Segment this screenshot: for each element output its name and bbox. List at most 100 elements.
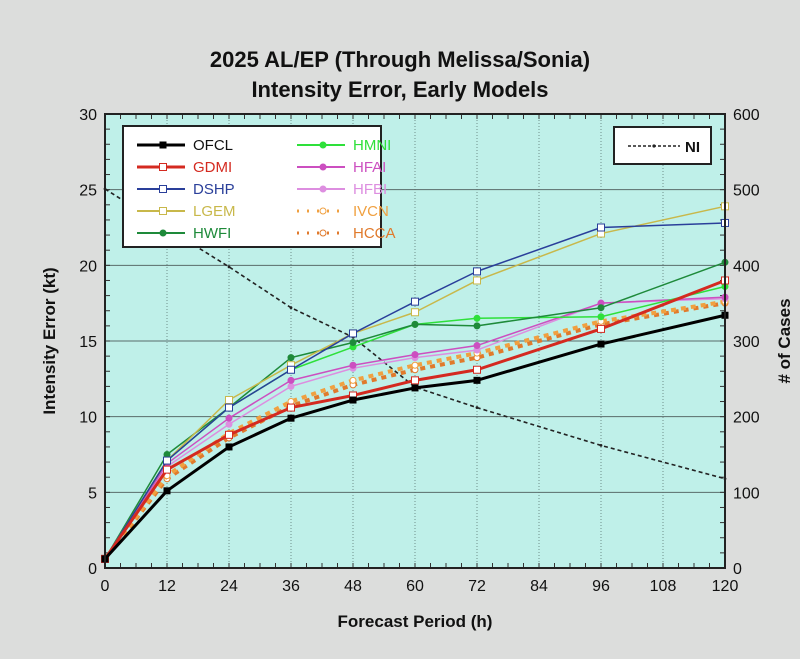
data-point-hmni [597, 313, 605, 321]
legend-item-lgem: LGEM [137, 203, 236, 220]
legend-marker-dshp [159, 185, 167, 193]
legend-label-ivcn: IVCN [353, 203, 389, 220]
y-tick-label: 25 [79, 183, 97, 200]
legend-marker-gdmi [159, 163, 167, 171]
x-tick-labels: 0 12 24 36 48 60 72 84 96 108 120 [101, 578, 739, 595]
legend-label-ni: NI [685, 139, 700, 156]
legend-label-hcca: HCCA [353, 225, 396, 242]
legend-marker-hcca [319, 229, 327, 237]
chart-subtitle: Intensity Error, Early Models [251, 77, 548, 102]
legend-item-ivcn: IVCN [297, 203, 389, 220]
data-point-hfbi [225, 420, 233, 428]
data-point-gdmi [597, 324, 605, 333]
legend-marker-ni [652, 144, 656, 148]
legend-label-gdmi: GDMI [193, 159, 232, 176]
y-tick-label: 5 [88, 485, 97, 502]
data-point-hwfi [473, 322, 481, 330]
legend-marker-hfbi [319, 185, 327, 193]
data-point-ni [599, 444, 603, 447]
legend-item-hfai: HFAI [297, 159, 386, 176]
legend-item-hwfi: HWFI [137, 225, 231, 242]
data-point-gdmi [473, 365, 481, 374]
legend-marker-hfai [319, 163, 327, 171]
data-point-ni [227, 265, 231, 269]
data-point-hfai [225, 414, 233, 422]
series-hwfi [101, 258, 729, 563]
legend-cases: NI [613, 126, 712, 165]
legend-item-dshp: DSHP [137, 181, 235, 198]
data-point-ofcl [473, 376, 481, 384]
data-point-lgem [411, 308, 419, 317]
legend-marker-lgem [159, 207, 167, 215]
data-point-gdmi [225, 430, 233, 439]
y2-tick-label: 300 [733, 334, 760, 351]
chart-title: 2025 AL/EP (Through Melissa/Sonia) [210, 47, 590, 72]
data-point-ofcl [349, 396, 357, 404]
legend-item-hcca: HCCA [297, 225, 396, 242]
legend-label-hwfi: HWFI [193, 225, 231, 242]
data-point-hwfi [163, 451, 171, 458]
data-point-ivcn [411, 361, 419, 369]
data-point-hwfi [411, 320, 419, 328]
legend-label-ofcl: OFCL [193, 137, 233, 154]
y-tick-label: 0 [88, 561, 97, 578]
data-point-ni [475, 406, 479, 409]
data-point-ofcl [225, 443, 233, 451]
legend-item-gdmi: GDMI [137, 159, 232, 176]
y-tick-labels: 0 5 10 15 20 25 30 [79, 107, 97, 578]
data-point-dshp [287, 365, 295, 374]
x-tick-label: 120 [712, 578, 739, 595]
data-point-dshp [163, 456, 171, 465]
legend-label-hfai: HFAI [353, 159, 386, 176]
x-tick-label: 0 [101, 578, 110, 595]
legend-label-hfbi: HFBI [353, 181, 387, 198]
legend-marker-ivcn [319, 207, 327, 215]
legend-marker-hwfi [159, 229, 167, 237]
y2-axis-label: # of Cases [775, 298, 794, 383]
y-tick-label: 10 [79, 410, 97, 427]
data-point-lgem [473, 276, 481, 285]
x-tick-label: 12 [158, 578, 176, 595]
plot-frame [104, 113, 726, 569]
data-point-hfai [349, 361, 357, 369]
data-point-dshp [473, 267, 481, 276]
y2-tick-label: 600 [733, 107, 760, 124]
data-point-hwfi [287, 354, 295, 362]
x-tick-label: 48 [344, 578, 362, 595]
y2-tick-label: 500 [733, 183, 760, 200]
data-point-hfbi [287, 382, 295, 390]
y2-tick-label: 400 [733, 258, 760, 275]
data-point-ofcl [411, 384, 419, 392]
y-axis-label: Intensity Error (kt) [40, 267, 59, 414]
data-point-ofcl [287, 414, 295, 422]
y-tick-label: 30 [79, 107, 97, 124]
data-point-dshp [411, 297, 419, 306]
data-point-hwfi [597, 304, 605, 312]
data-point-hfai [411, 351, 419, 359]
y-tick-label: 15 [79, 334, 97, 351]
data-point-gdmi [163, 465, 171, 474]
x-tick-label: 24 [220, 578, 238, 595]
series-lines [101, 202, 729, 563]
y2-tick-labels: 0 100 200 300 400 500 600 [733, 107, 760, 578]
legend-item-ofcl: OFCL [137, 137, 233, 154]
data-point-dshp [597, 223, 605, 232]
legend-item-hfbi: HFBI [297, 181, 387, 198]
y2-tick-label: 0 [733, 561, 742, 578]
y2-tick-label: 100 [733, 485, 760, 502]
data-point-ivcn [349, 376, 357, 384]
y2-tick-label: 200 [733, 410, 760, 427]
legend-label-dshp: DSHP [193, 181, 235, 198]
x-tick-label: 96 [592, 578, 610, 595]
data-point-ofcl [597, 340, 605, 348]
legend: OFCL GDMI DSHP LGEM HWFI HMNI HFAI HFBI IVCN HCCA [122, 125, 396, 248]
data-point-hfai [287, 376, 295, 384]
y-tick-label: 20 [79, 258, 97, 275]
data-point-ofcl [163, 487, 171, 495]
data-point-lgem [225, 396, 233, 405]
x-tick-label: 84 [530, 578, 548, 595]
data-point-gdmi [411, 376, 419, 385]
x-axis-label: Forecast Period (h) [338, 612, 493, 631]
